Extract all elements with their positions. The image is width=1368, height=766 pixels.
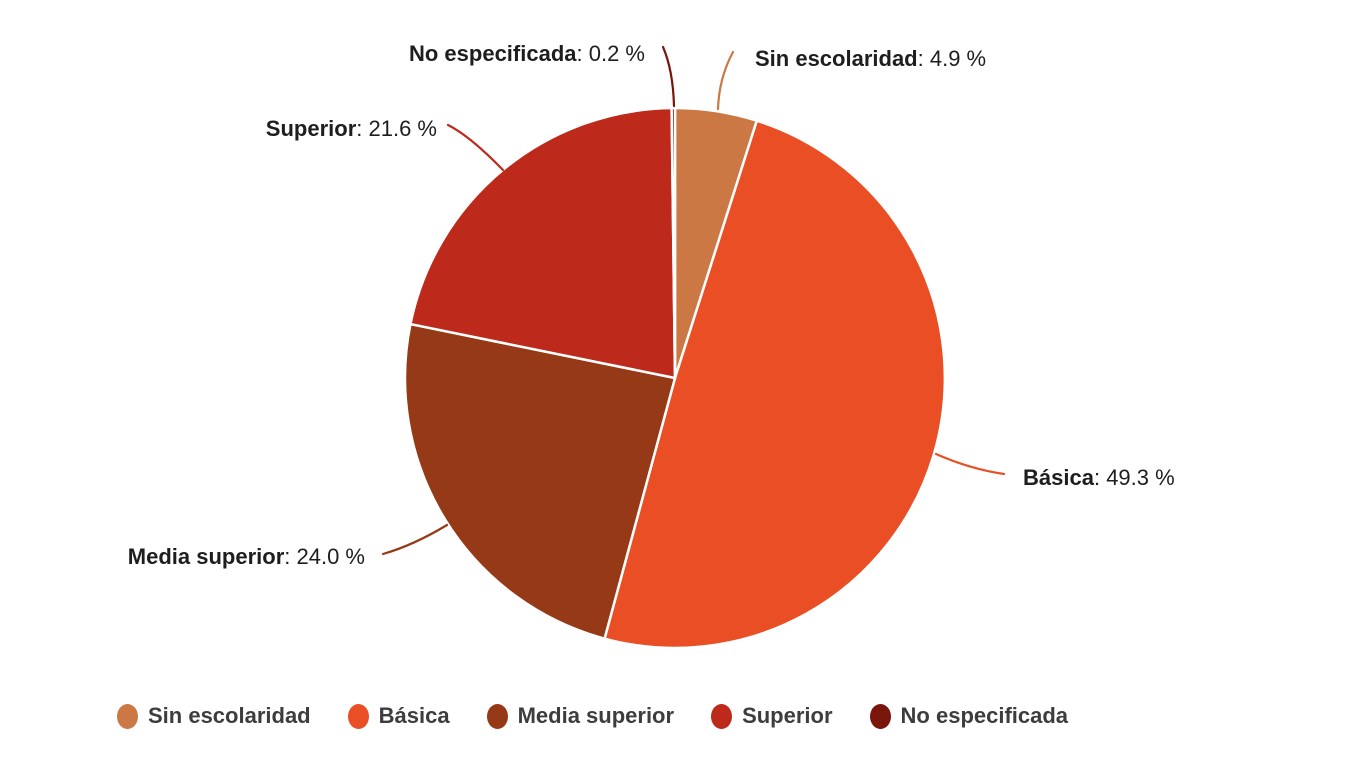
legend-label: Media superior: [517, 703, 675, 728]
legend-marker-icon: [486, 703, 508, 729]
callout-value: 0.2 %: [577, 41, 646, 66]
legend-item-superior[interactable]: Superior: [711, 703, 833, 729]
leader-line-media-superior: [381, 523, 449, 556]
legend-label: Superior: [742, 703, 833, 728]
legend-marker-icon: [869, 703, 891, 729]
callout-sin-escolaridad: Sin escolaridad4.9 %: [755, 46, 987, 71]
legend-item-basica[interactable]: Básica: [347, 703, 450, 729]
legend-item-media-superior[interactable]: Media superior: [486, 703, 675, 729]
legend-label: Sin escolaridad: [148, 703, 311, 728]
legend-marker-icon: [347, 703, 369, 729]
leader-line-sin-escolaridad: [716, 50, 735, 111]
legend-item-sin-escolaridad[interactable]: Sin escolaridad: [117, 703, 311, 729]
callout-label: Sin escolaridad: [755, 46, 918, 71]
legend-marker-icon: [117, 703, 138, 729]
pie-slice-no-especificada[interactable]: [670, 106, 677, 380]
leader-line-no-especificada: [661, 45, 676, 108]
legend-item-no-especificada[interactable]: No especificada: [869, 703, 1069, 729]
callout-basica: Básica49.3 %: [1023, 465, 1175, 490]
callout-no-especificada: No especificada0.2 %: [408, 41, 646, 66]
callout-label: No especificada: [408, 41, 577, 66]
legend-marker-icon: [711, 703, 733, 729]
callout-media-superior: Media superior24.0 %: [127, 544, 365, 569]
callout-label: Básica: [1023, 465, 1094, 490]
legend: Sin escolaridad Básica Media superior Su…: [117, 703, 1068, 729]
legend-label: No especificada: [900, 703, 1069, 728]
callout-value: 24.0 %: [284, 544, 365, 569]
callout-label: Media superior: [127, 544, 285, 569]
callout-value: 49.3 %: [1094, 465, 1175, 490]
leader-line-superior: [446, 123, 505, 172]
pie-slice-media-superior[interactable]: [403, 322, 677, 640]
leader-line-basica: [934, 452, 1006, 476]
callout-label: Superior: [265, 116, 357, 141]
callout-value: 4.9 %: [918, 46, 987, 71]
pie-slice-basica[interactable]: [603, 119, 947, 650]
callout-value: 21.6 %: [356, 116, 437, 141]
callout-superior: Superior21.6 %: [265, 116, 437, 141]
legend-label: Básica: [378, 703, 450, 728]
